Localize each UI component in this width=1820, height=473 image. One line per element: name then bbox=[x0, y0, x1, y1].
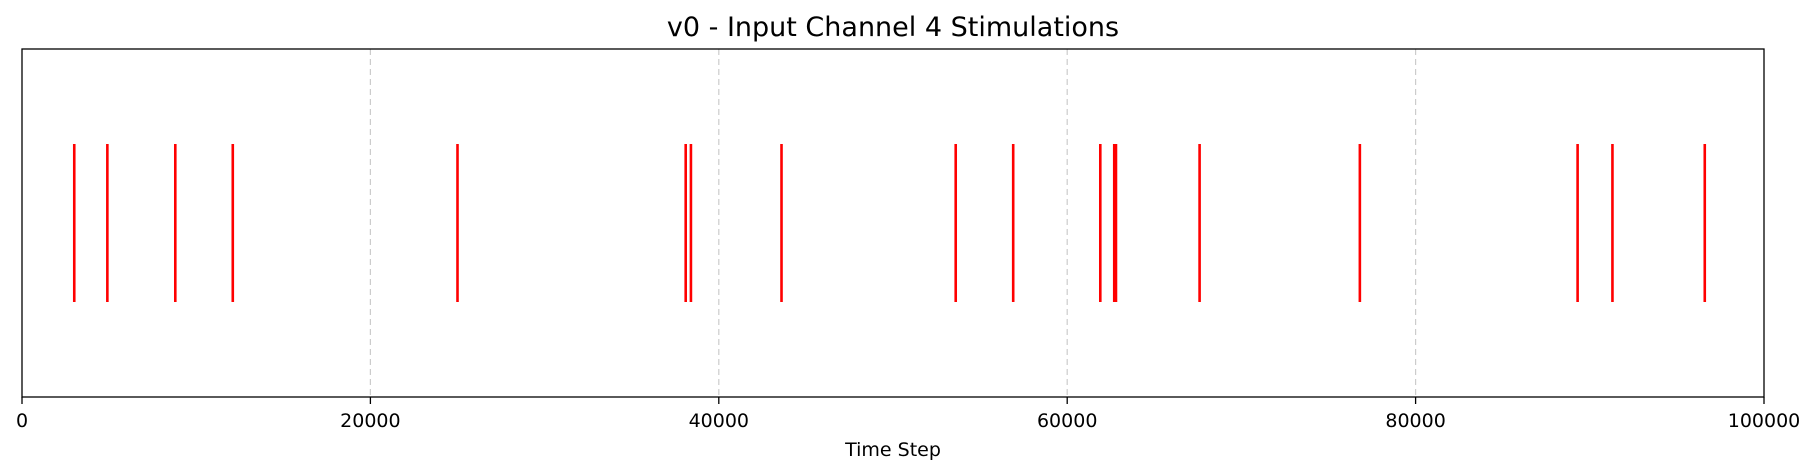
grid-lines bbox=[369, 49, 1417, 397]
x-tick-label-0: 0 bbox=[16, 410, 28, 432]
x-tick-label-20000: 20000 bbox=[340, 410, 400, 432]
chart-title: v0 - Input Channel 4 Stimulations bbox=[667, 12, 1119, 43]
x-tick-label-40000: 40000 bbox=[689, 410, 749, 432]
x-tick-label-100000: 100000 bbox=[1728, 410, 1801, 432]
x-axis-label: Time Step bbox=[844, 439, 941, 461]
x-tick-label-60000: 60000 bbox=[1037, 410, 1097, 432]
x-tick-label-80000: 80000 bbox=[1385, 410, 1445, 432]
x-axis-ticks: 0 20000 40000 60000 80000 100000 bbox=[16, 397, 1800, 432]
plot-area-frame bbox=[21, 48, 1765, 398]
event-markers bbox=[72, 144, 1707, 302]
